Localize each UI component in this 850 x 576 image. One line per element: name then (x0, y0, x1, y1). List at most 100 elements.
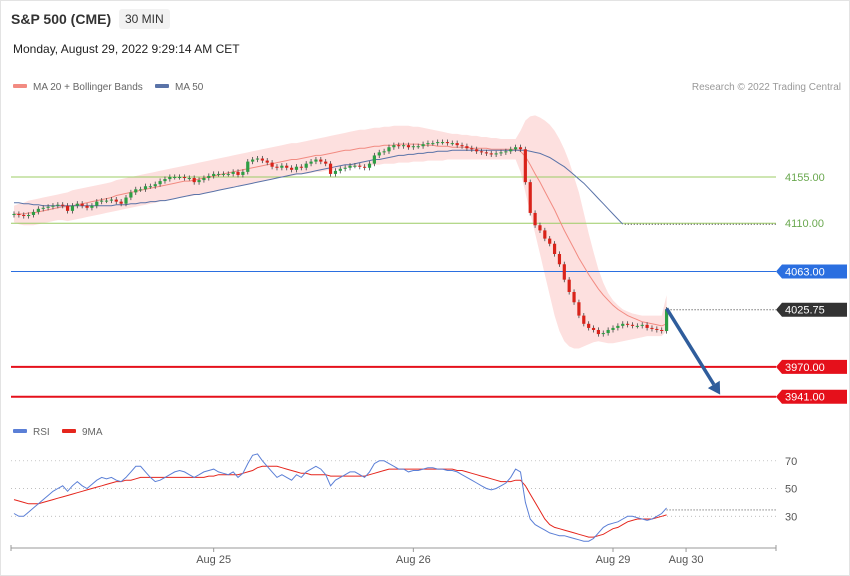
ma20-legend-label: MA 20 + Bollinger Bands (33, 82, 143, 93)
candle-body (61, 204, 65, 206)
forecast-arrow-head (707, 380, 721, 395)
candle-body (411, 146, 415, 148)
candle-body (41, 207, 45, 209)
level-label: 4063.00 (785, 266, 825, 278)
candle-body (75, 203, 79, 206)
level-tag (776, 264, 847, 279)
rsi-tick-label: 30 (785, 511, 797, 523)
candle-body (80, 203, 84, 206)
candle-body (533, 212, 537, 226)
candle-body (626, 323, 630, 325)
candle-body (158, 181, 162, 185)
candle-body (231, 171, 235, 174)
level-label: 4155.00 (785, 172, 825, 184)
candle-body (591, 327, 596, 330)
candle-body (348, 165, 352, 168)
candle-body (36, 208, 40, 212)
candle-body (645, 324, 649, 328)
candle-body (635, 325, 639, 327)
candle-body (596, 329, 600, 335)
candle-body (216, 173, 221, 175)
candle-body (582, 315, 586, 324)
candle-body (630, 324, 635, 326)
candle-body (70, 205, 75, 211)
candle-body (402, 145, 406, 147)
candle-body (153, 184, 157, 187)
candle-body (319, 159, 323, 162)
candle-body (314, 159, 318, 162)
candle-body (22, 214, 26, 217)
level-tag (776, 389, 847, 404)
rsi-9ma-line (13, 465, 667, 538)
timeframe-badge[interactable]: 30 MIN (119, 9, 170, 29)
candle-body (611, 327, 615, 330)
candle-body (484, 152, 488, 154)
candle-body (241, 171, 245, 175)
rsi-legend-label: RSI (33, 427, 50, 438)
candle-body (548, 238, 552, 244)
candle-body (304, 163, 308, 168)
candle-body (601, 333, 605, 335)
candle-body (328, 163, 333, 174)
main-plot: 4155.00 4110.00 4063.00 4025.75 3970.00 3941.… (11, 115, 847, 404)
rsi9ma-legend-swatch (62, 429, 76, 433)
candle-body (406, 145, 411, 148)
candle-body (489, 153, 493, 155)
candle-body (270, 162, 274, 167)
candle-body (650, 327, 654, 329)
candle-body (421, 144, 425, 147)
candle-body (567, 279, 571, 292)
candle-body (51, 205, 55, 207)
candle-body (470, 148, 474, 150)
candle-body (509, 149, 513, 152)
candle-body (265, 160, 269, 163)
candle-body (255, 158, 260, 160)
candle-body (294, 166, 299, 170)
candle-body (187, 178, 191, 180)
candle-body (109, 199, 113, 201)
candle-body (212, 173, 216, 176)
candle-body (606, 329, 610, 334)
candle-body (104, 200, 109, 202)
ma20-legend-swatch (13, 84, 27, 88)
candle-body (363, 166, 367, 168)
x-tick-label: Aug 25 (196, 554, 231, 566)
level-tag (776, 302, 847, 317)
ma20-line (14, 143, 667, 327)
level-label: 4025.75 (785, 305, 825, 317)
candle-body (475, 149, 479, 152)
ma50-line (14, 149, 624, 225)
candle-body (621, 323, 625, 326)
candle-body (392, 145, 396, 148)
candle-body (655, 328, 659, 330)
rsi9ma-legend-label: 9MA (82, 427, 103, 438)
candle-body (382, 151, 386, 153)
credit-label: Research © 2022 Trading Central (692, 82, 841, 93)
candle-body (246, 161, 250, 172)
candle-body (504, 151, 508, 153)
level-tag (776, 359, 847, 374)
level-label: 3941.00 (785, 392, 825, 404)
candle-body (387, 147, 391, 152)
candle-body (289, 167, 294, 170)
candle-body (182, 177, 187, 179)
candle-body (577, 302, 581, 316)
candle-body (168, 177, 172, 180)
rsi-tick-label: 50 (785, 484, 797, 496)
candle-body (587, 323, 591, 328)
candle-body (285, 165, 289, 168)
candle-body (514, 147, 518, 150)
candle-body (192, 178, 196, 183)
rsi-tick-label: 70 (785, 456, 797, 468)
candle-body (372, 155, 376, 164)
forecast-arrow (665, 307, 716, 386)
candle-body (426, 143, 430, 145)
chart-title: S&P 500 (CME) (11, 11, 112, 27)
candle-body (100, 200, 104, 202)
candle-body (358, 165, 362, 167)
x-tick-label: Aug 29 (596, 554, 631, 566)
candle-body (460, 145, 464, 147)
candle-body (543, 230, 547, 239)
candle-body (143, 186, 148, 190)
chart-datetime: Monday, August 29, 2022 9:29:14 AM CET (13, 42, 240, 56)
